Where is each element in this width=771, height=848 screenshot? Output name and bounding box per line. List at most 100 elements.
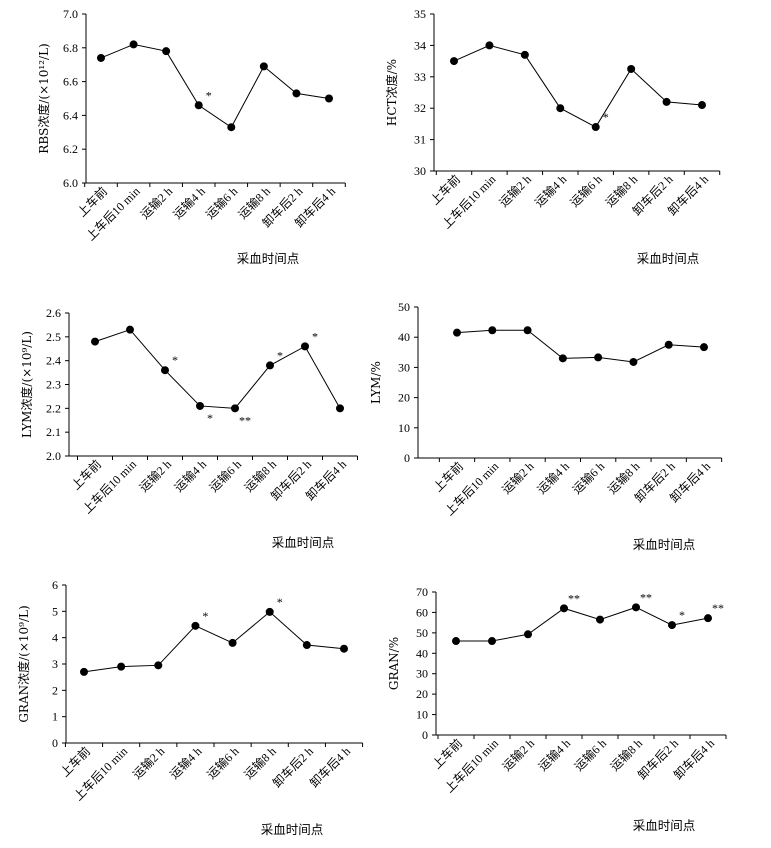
x-tick-label: 运输4 h <box>171 457 209 495</box>
y-tick-label: 6 <box>52 578 58 592</box>
x-tick-label: 运输2 h <box>498 459 536 497</box>
x-tick-label: 运输6 h <box>202 184 240 222</box>
data-point <box>194 101 203 110</box>
y-tick-label: 3 <box>52 657 58 671</box>
data-point <box>340 644 348 653</box>
x-axis-title: 采血时间点 <box>633 537 696 552</box>
y-tick-label: 2.4 <box>46 354 61 368</box>
data-point <box>556 104 565 113</box>
y-tick-label: 0 <box>404 451 410 465</box>
y-tick-label: 40 <box>398 330 410 344</box>
y-tick-label: 30 <box>414 164 426 178</box>
y-tick-label: 30 <box>416 667 428 681</box>
data-point <box>161 366 169 375</box>
data-point <box>488 326 497 335</box>
data-point <box>596 615 604 624</box>
data-point <box>259 62 268 71</box>
y-tick-label: 70 <box>416 585 428 599</box>
data-point <box>450 57 458 66</box>
y-axis-title: LYM浓度/(×10⁹/L) <box>19 331 34 438</box>
y-tick-label: 2.3 <box>46 378 61 392</box>
x-tick-label: 运输2 h <box>137 184 175 222</box>
significance-marker: ** <box>712 601 724 615</box>
y-tick-label: 5 <box>52 604 58 618</box>
y-tick-label: 32 <box>414 101 426 115</box>
significance-marker: ** <box>239 413 251 427</box>
data-point <box>560 604 568 613</box>
data-point <box>488 637 496 646</box>
x-tick-label: 运输6 h <box>203 744 241 782</box>
data-point <box>485 41 494 50</box>
y-axis-title: GRAN浓度/(×10⁹/L) <box>16 605 31 722</box>
data-point <box>594 353 603 362</box>
data-point <box>292 89 301 98</box>
series-line <box>100 43 330 128</box>
series-line <box>94 329 341 409</box>
significance-marker: ** <box>640 590 652 604</box>
y-tick-label: 2.1 <box>46 425 61 439</box>
data-point <box>126 325 134 334</box>
data-point <box>336 404 344 413</box>
data-point <box>704 614 712 623</box>
data-point <box>228 638 237 647</box>
data-point <box>231 404 239 413</box>
y-tick-label: 31 <box>414 133 426 147</box>
x-tick-label: 运输2 h <box>496 172 534 210</box>
y-tick-label: 2.0 <box>46 449 61 463</box>
significance-marker: * <box>603 110 609 124</box>
x-axis-title: 采血时间点 <box>633 818 696 833</box>
x-tick-label: 运输4 h <box>166 744 204 782</box>
data-point <box>325 94 333 103</box>
data-point <box>129 40 138 49</box>
x-tick-label: 运输6 h <box>569 459 607 497</box>
data-point <box>301 342 309 351</box>
significance-marker: * <box>206 88 212 102</box>
y-tick-label: 60 <box>416 605 428 619</box>
data-point <box>117 662 126 671</box>
x-tick-label: 运输4 h <box>534 459 572 497</box>
y-tick-label: 35 <box>414 7 426 21</box>
x-axis-title: 采血时间点 <box>272 535 335 550</box>
data-point <box>524 630 532 639</box>
series-line <box>83 611 345 673</box>
data-point <box>196 401 204 410</box>
x-axis-title: 采血时间点 <box>637 251 700 266</box>
x-tick-label: 上车前 <box>57 744 93 780</box>
y-tick-label: 50 <box>398 300 410 314</box>
data-point <box>80 667 88 676</box>
data-point <box>191 621 200 630</box>
significance-marker: * <box>172 353 178 367</box>
x-tick-label: 运输6 h <box>206 457 244 495</box>
data-point <box>632 603 640 612</box>
series-line <box>453 44 703 128</box>
y-tick-label: 6.0 <box>63 176 78 190</box>
y-tick-label: 2.6 <box>46 306 61 320</box>
series-line <box>456 606 709 642</box>
y-tick-label: 6.2 <box>63 142 78 156</box>
data-point <box>453 328 461 337</box>
data-point <box>97 53 105 62</box>
series-line <box>456 329 705 363</box>
data-point <box>302 641 311 650</box>
y-axis-title: LYM/% <box>369 361 383 404</box>
y-tick-label: 10 <box>416 708 428 722</box>
x-axis-title: 采血时间点 <box>261 822 324 837</box>
y-tick-label: 0 <box>52 736 58 750</box>
data-point <box>266 361 274 370</box>
significance-marker: * <box>202 609 208 623</box>
significance-marker: * <box>207 411 213 425</box>
data-point <box>520 50 529 59</box>
y-tick-label: 6.6 <box>63 75 78 89</box>
x-tick-label: 运输4 h <box>535 736 573 774</box>
y-tick-label: 30 <box>398 360 410 374</box>
data-point <box>558 354 567 363</box>
data-point <box>523 326 532 335</box>
y-tick-label: 2.5 <box>46 330 61 344</box>
y-tick-label: 50 <box>416 626 428 640</box>
